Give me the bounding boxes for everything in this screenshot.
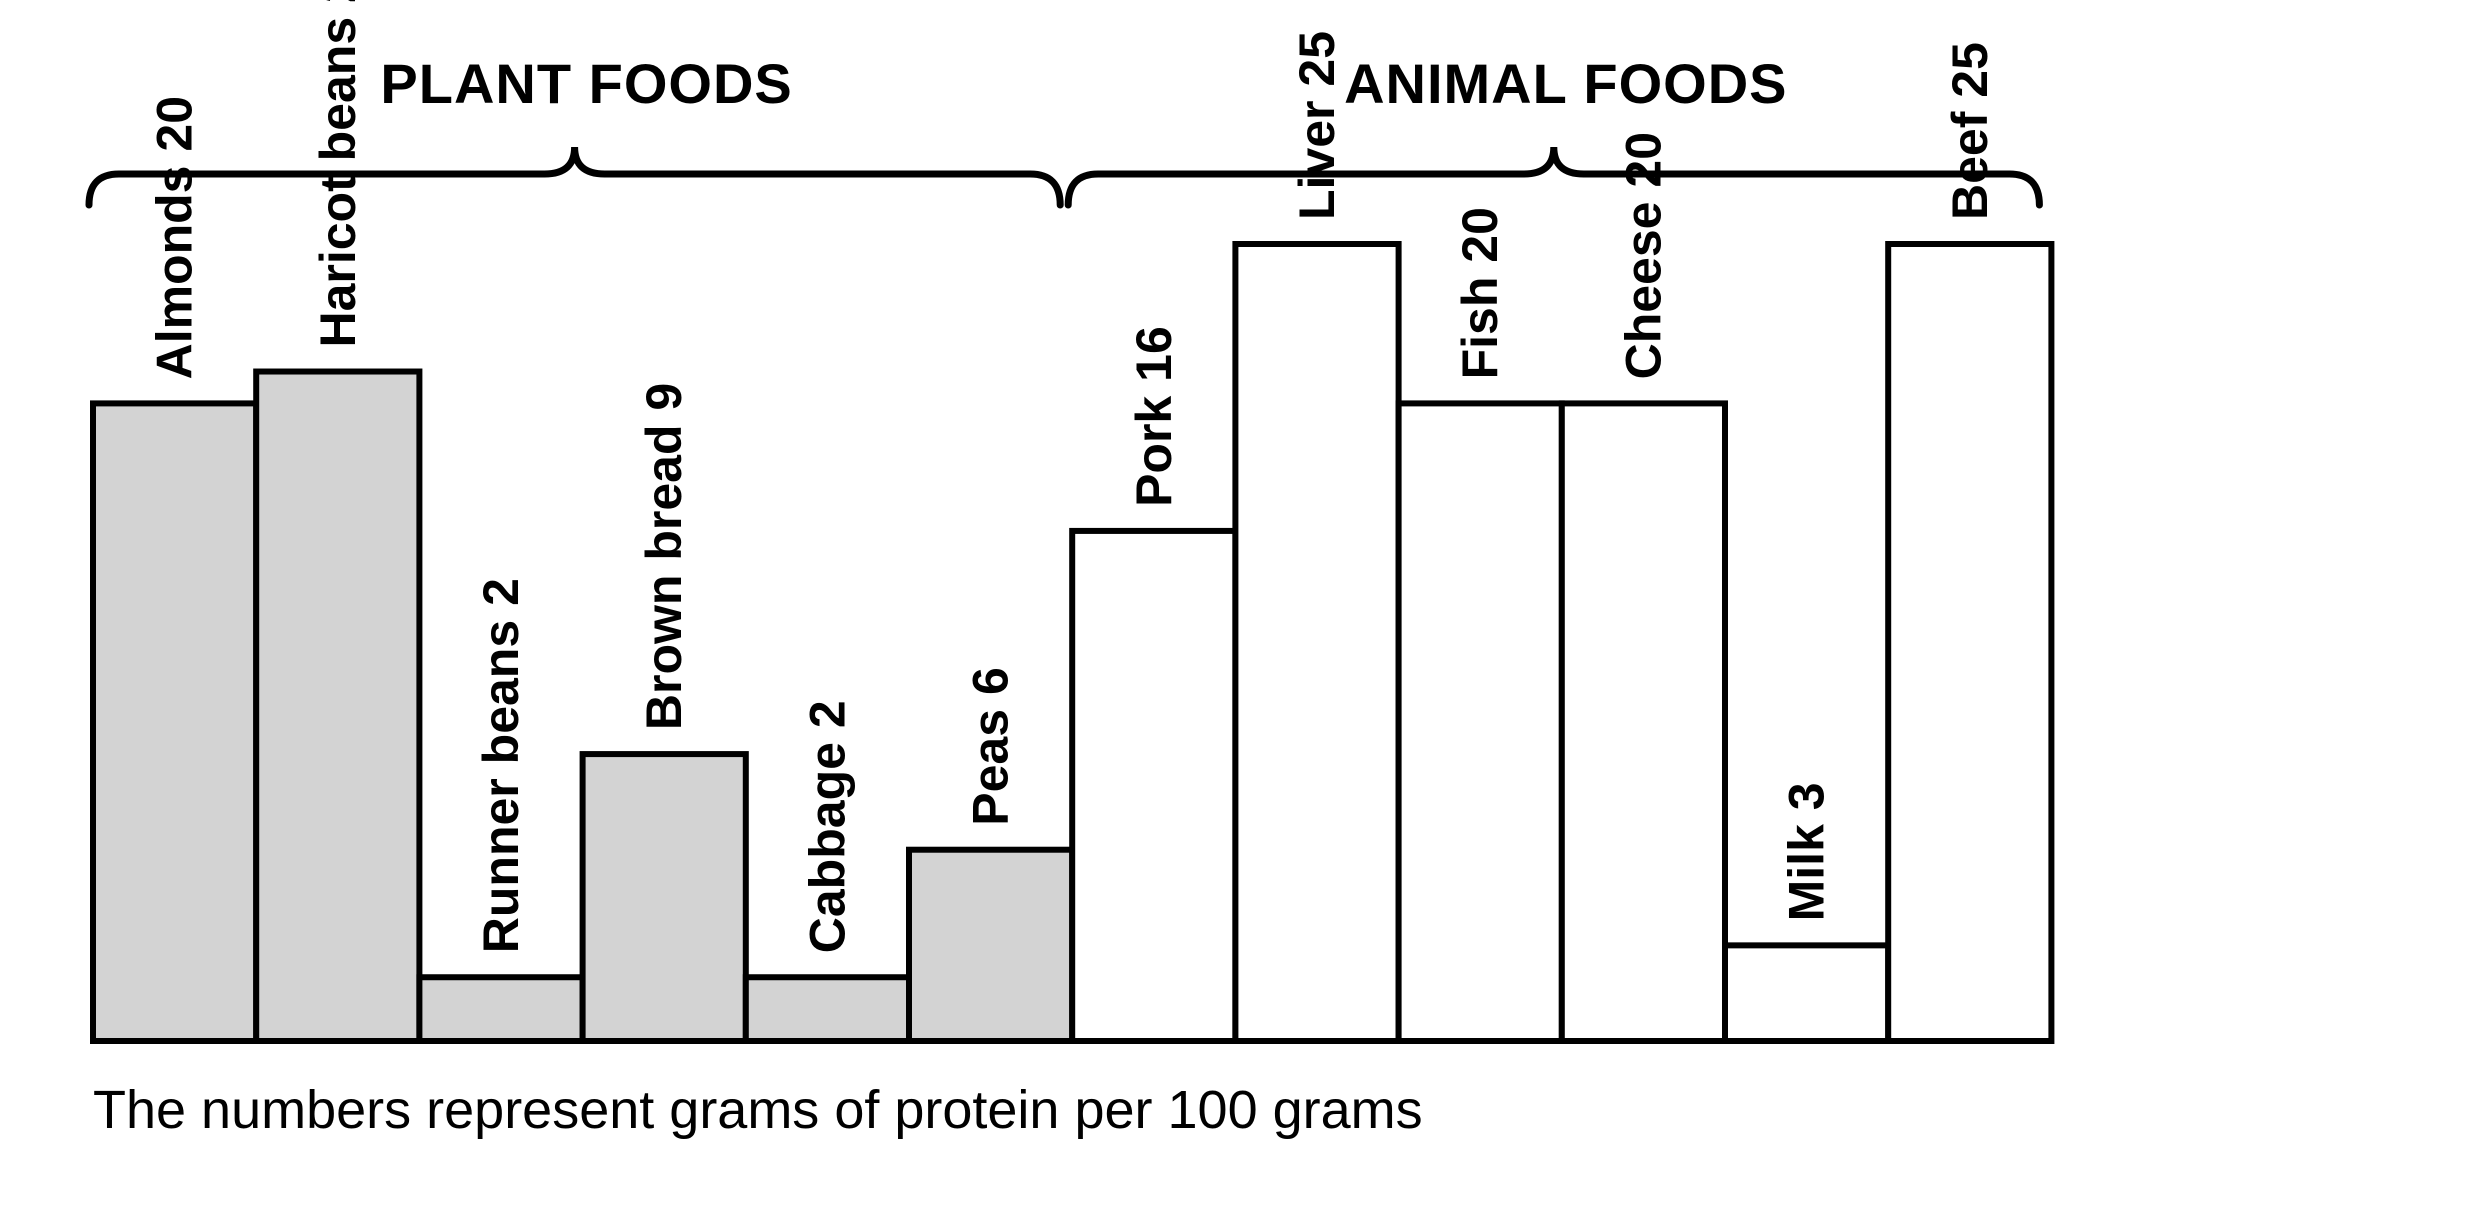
bar-category: Pork	[1126, 396, 1182, 507]
bar-category: Liver	[1289, 100, 1345, 220]
bar-label: Runner beans 2	[473, 578, 529, 953]
bar	[1069, 527, 1239, 1044]
group-title: ANIMAL FOODS	[1344, 52, 1787, 115]
bar-label: Liver 25	[1289, 31, 1345, 220]
bar-value: 2	[799, 700, 855, 728]
bar-category: Peas	[963, 709, 1019, 826]
bar-label: Peas 6	[963, 667, 1019, 826]
bar	[1885, 241, 2055, 1044]
bar	[1232, 241, 1402, 1044]
bar-category: Fish	[1452, 277, 1508, 380]
bar-label: Pork 16	[1126, 326, 1182, 507]
bar-value: 6	[963, 667, 1019, 695]
bar-label: Cabbage 2	[799, 700, 855, 953]
bar	[1395, 400, 1565, 1044]
bar-value: 20	[1615, 132, 1671, 188]
bar	[906, 846, 1076, 1044]
bar	[416, 974, 586, 1044]
bar-label: Beef 25	[1942, 42, 1998, 220]
bar-label: Almonds 20	[147, 96, 203, 379]
bar-label: Cheese 20	[1615, 132, 1671, 379]
group-brace	[85, 146, 1064, 209]
bar	[90, 400, 260, 1044]
bar-category: Milk	[1779, 824, 1835, 921]
bar-category: Beef	[1942, 111, 1998, 220]
group-title: PLANT FOODS	[380, 52, 792, 115]
bar	[579, 751, 749, 1045]
bar-category: Runner beans	[473, 620, 529, 953]
bar	[253, 368, 423, 1044]
bar-value: 16	[1126, 326, 1182, 382]
bar-label: Fish 20	[1452, 207, 1508, 379]
bar-value: 25	[1942, 42, 1998, 98]
bar-value: 20	[147, 96, 203, 152]
bar-value: 25	[1289, 31, 1345, 87]
bar-value: 21	[310, 0, 366, 3]
bar-label: Milk 3	[1779, 782, 1835, 921]
bar-value: 3	[1779, 782, 1835, 810]
bar-label: Haricot beans 21	[310, 0, 366, 348]
bar	[742, 974, 912, 1044]
bar-category: Almonds	[147, 165, 203, 379]
bar-value: 9	[636, 383, 692, 411]
footnote: The numbers represent grams of protein p…	[93, 1080, 1423, 1140]
bar	[1722, 942, 1892, 1044]
bar-category: Cabbage	[799, 742, 855, 953]
bar-category: Cheese	[1615, 202, 1671, 380]
bar-label: Brown bread 9	[636, 383, 692, 730]
bar-category: Haricot beans	[310, 17, 366, 348]
group-brace	[1064, 146, 2043, 209]
bar-value: 20	[1452, 207, 1508, 263]
bar	[1558, 400, 1729, 1044]
bar-value: 2	[473, 578, 529, 606]
bar-category: Brown bread	[636, 424, 692, 730]
